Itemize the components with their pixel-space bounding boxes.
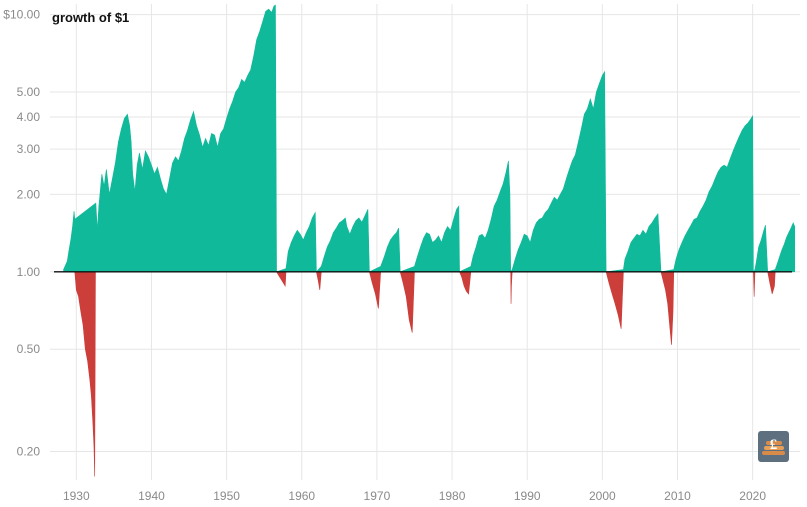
y-tick-label: 3.00 <box>17 142 41 156</box>
x-axis-ticks: 1930 1940 1950 1960 1970 1980 1990 2000 2010 2020 <box>63 489 766 503</box>
x-tick-label: 1930 <box>63 489 90 503</box>
y-tick-label: 0.20 <box>17 445 41 459</box>
x-tick-label: 1940 <box>138 489 165 503</box>
x-tick-label: 1980 <box>439 489 466 503</box>
x-tick-label: 1950 <box>213 489 240 503</box>
y-tick-label: 4.00 <box>17 110 41 124</box>
x-tick-label: 1960 <box>288 489 315 503</box>
x-tick-label: 1970 <box>364 489 391 503</box>
gain-area <box>63 4 796 273</box>
y-axis-ticks: $10.00 5.00 4.00 3.00 2.00 1.00 0.50 0.20 <box>3 8 40 459</box>
x-tick-label: 2000 <box>589 489 616 503</box>
watermark-glyph: £ <box>770 437 778 453</box>
y-tick-label: $10.00 <box>3 8 40 22</box>
x-tick-label: 2010 <box>664 489 691 503</box>
area-layer <box>63 4 796 477</box>
x-tick-label: 1990 <box>514 489 541 503</box>
y-tick-label: 5.00 <box>17 85 41 99</box>
chart-title: growth of $1 <box>52 10 129 25</box>
y-tick-label: 2.00 <box>17 187 41 201</box>
loss-area <box>74 271 776 477</box>
y-tick-label: 1.00 <box>17 265 41 279</box>
x-tick-label: 2020 <box>739 489 766 503</box>
watermark-logo-icon: £ <box>758 431 789 462</box>
y-tick-label: 0.50 <box>17 342 41 356</box>
